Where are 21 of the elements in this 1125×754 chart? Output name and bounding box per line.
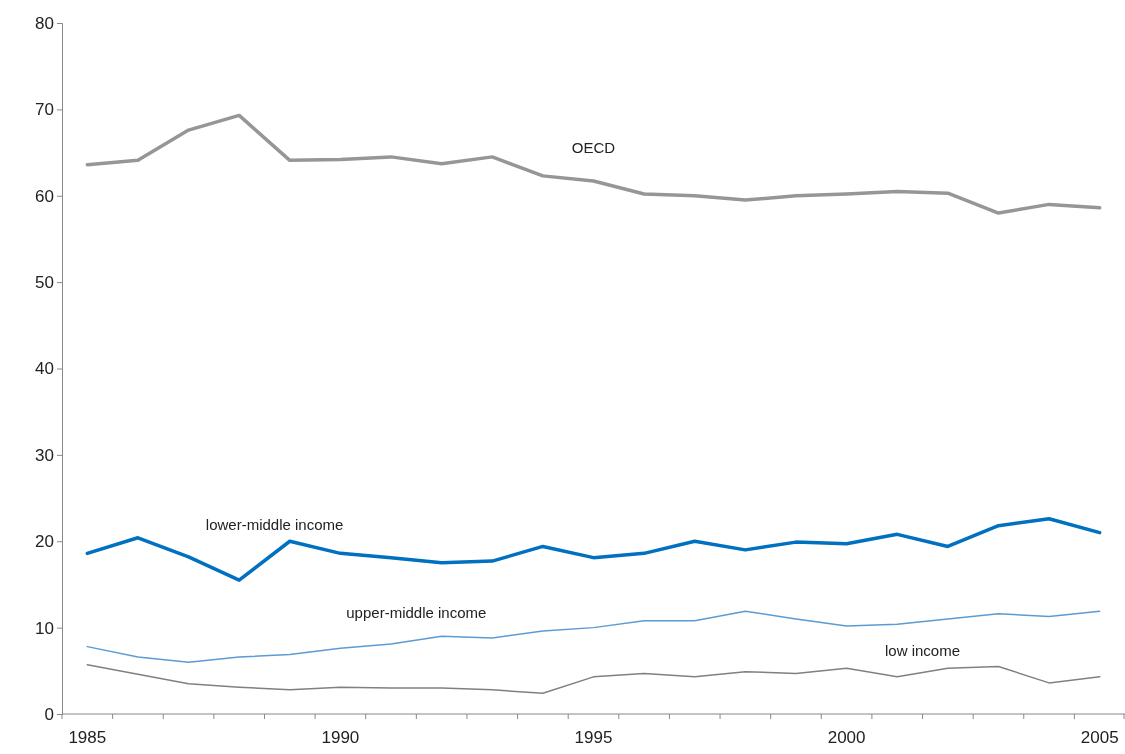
y-tick-label: 60 [35,186,54,206]
y-tick-label: 70 [35,100,54,120]
x-tick-label: 1985 [68,728,107,747]
series-label: lower-middle income [205,515,344,533]
line-series [85,517,1102,582]
y-tick-label: 50 [35,273,54,293]
y-tick-label: 10 [35,618,54,638]
series-label: low income [885,641,961,659]
y-tick-label: 80 [35,13,54,33]
series-label: upper-middle income [346,604,487,622]
x-tick-label: 1995 [574,728,613,747]
series-label: OECD [571,139,616,157]
x-tick-label: 2005 [1080,728,1119,747]
line-series [85,113,1102,215]
y-tick-label: 0 [44,704,54,724]
y-tick-label: 40 [35,359,54,379]
x-tick-label: 1990 [321,728,360,747]
line-series [86,664,1101,695]
y-tick-label: 20 [35,532,54,552]
x-tick-label: 2000 [827,728,866,747]
y-tick-label: 30 [35,445,54,465]
